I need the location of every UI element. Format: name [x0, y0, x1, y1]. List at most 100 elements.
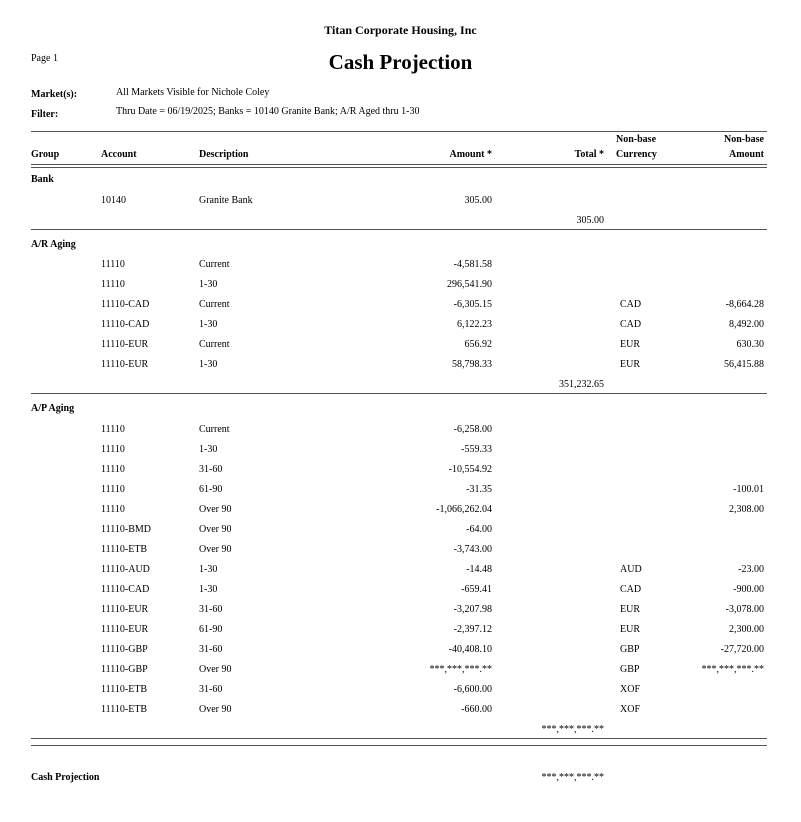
group-name: A/R Aging [31, 238, 76, 250]
nonbase-amount-cell: 8,492.00 [729, 319, 764, 330]
column-header-top: Non-base Non-base [0, 134, 801, 148]
currency-cell: EUR [620, 603, 640, 615]
account-cell: 11110 [101, 279, 125, 290]
group-total-row: ***,***,***.** [0, 724, 801, 738]
account-cell: 11110-EUR [101, 603, 149, 615]
nonbase-amount-cell: -8,664.28 [725, 299, 764, 310]
column-header: Group Account Description Amount * Total… [0, 149, 801, 163]
description-cell: Current [199, 299, 230, 310]
account-cell: 11110-ETB [101, 683, 148, 695]
nonbase-amount-cell: 2,308.00 [729, 503, 764, 515]
table-row: 11110-EUR 1-30 58,798.33 EUR 56,415.88 [0, 359, 801, 373]
account-cell: 11110-ETB [101, 703, 148, 715]
description-cell: Current [199, 423, 230, 435]
table-row: 11110-CAD 1-30 -659.41 CAD -900.00 [0, 584, 801, 598]
nonbase-amount-cell: 630.30 [736, 339, 765, 350]
nonbase-amount-cell: -27,720.00 [720, 643, 764, 655]
description-cell: Over 90 [199, 663, 232, 675]
description-cell: 1-30 [199, 319, 218, 330]
description-cell: Over 90 [199, 523, 232, 535]
account-cell: 11110-CAD [101, 583, 150, 595]
description-cell: Current [199, 259, 230, 270]
table-row: 11110 31-60 -10,554.92 [0, 464, 801, 478]
table-row: 11110-CAD Current -6,305.15 CAD -8,664.28 [0, 299, 801, 313]
amount-cell: -3,207.98 [453, 603, 492, 615]
table-row: 11110 Current -6,258.00 [0, 424, 801, 438]
description-cell: 31-60 [199, 683, 223, 695]
description-cell: 1-30 [199, 583, 218, 595]
table-row: 10140 Granite Bank 305.00 [0, 195, 801, 209]
nonbase-amount-cell: -3,078.00 [725, 603, 764, 615]
account-cell: 11110-CAD [101, 299, 150, 310]
group-total-row: 351,232.65 [0, 379, 801, 393]
table-row: 11110-EUR Current 656.92 EUR 630.30 [0, 339, 801, 353]
account-cell: 11110-EUR [101, 359, 149, 370]
group-total-row: 305.00 [0, 215, 801, 229]
table-row: 11110 61-90 -31.35 -100.01 [0, 484, 801, 498]
description-cell: 1-30 [199, 279, 218, 290]
description-cell: 31-60 [199, 603, 223, 615]
table-row: 11110 1-30 296,541.90 [0, 279, 801, 293]
currency-cell: XOF [620, 683, 641, 695]
col-nonbase: Amount [728, 149, 764, 160]
amount-cell: -31.35 [466, 483, 492, 495]
filter-label: Filter: [31, 109, 59, 120]
table-row: 11110-GBP 31-60 -40,408.10 GBP -27,720.00 [0, 644, 801, 658]
account-cell: 11110 [101, 423, 125, 435]
account-cell: 10140 [101, 194, 126, 206]
col-currency-top: Non-base [616, 134, 657, 145]
amount-cell: 305.00 [464, 194, 493, 206]
col-description: Description [199, 149, 249, 160]
account-cell: 11110-EUR [101, 339, 149, 350]
currency-cell: CAD [620, 583, 642, 595]
group-rule [31, 228, 767, 230]
table-row: 11110-CAD 1-30 6,122.23 CAD 8,492.00 [0, 319, 801, 333]
description-cell: Granite Bank [199, 194, 253, 206]
col-group: Group [31, 149, 60, 160]
account-cell: 11110 [101, 463, 125, 475]
description-cell: 1-30 [199, 563, 218, 575]
account-cell: 11110 [101, 503, 125, 515]
amount-cell: -6,600.00 [453, 683, 492, 695]
group-name: A/P Aging [31, 403, 75, 414]
amount-cell: -40,408.10 [448, 643, 492, 655]
amount-cell: -3,743.00 [453, 543, 492, 555]
description-cell: Over 90 [199, 543, 232, 555]
table-row: 11110-ETB Over 90 -660.00 XOF [0, 704, 801, 718]
amount-cell: -4,581.58 [453, 259, 492, 270]
group-total: 351,232.65 [559, 379, 604, 390]
currency-cell: EUR [620, 623, 640, 635]
group-header-row: A/P Aging [0, 403, 801, 417]
col-amount: Amount * [449, 149, 492, 160]
table-row: 11110-BMD Over 90 -64.00 [0, 524, 801, 538]
group-header-row: Bank [0, 174, 801, 188]
currency-cell: GBP [620, 643, 640, 655]
group-total: 305.00 [576, 214, 605, 226]
currency-cell: GBP [620, 663, 640, 675]
nonbase-amount-cell: ***,***,***.** [701, 663, 765, 675]
description-cell: 31-60 [199, 463, 223, 475]
account-cell: 11110-GBP [101, 643, 148, 655]
description-cell: 31-60 [199, 643, 223, 655]
amount-cell: -14.48 [466, 563, 492, 575]
currency-cell: XOF [620, 703, 641, 715]
grand-total-value: ***,***,***.** [541, 772, 605, 783]
account-cell: 11110-ETB [101, 543, 148, 555]
col-nonbase-top: Non-base [723, 134, 764, 145]
amount-cell: 296,541.90 [447, 279, 492, 290]
currency-cell: CAD [620, 299, 642, 310]
group-rule [31, 393, 767, 394]
markets-label: Market(s): [31, 89, 78, 100]
nonbase-amount-cell: -100.01 [733, 483, 764, 495]
table-row: 11110-EUR 31-60 -3,207.98 EUR -3,078.00 [0, 604, 801, 618]
table-row: 11110-ETB 31-60 -6,600.00 XOF [0, 684, 801, 698]
report-title: Cash Projection [328, 50, 473, 74]
table-row: 11110-ETB Over 90 -3,743.00 [0, 544, 801, 558]
amount-cell: -660.00 [461, 703, 492, 715]
group-name: Bank [31, 174, 54, 185]
table-row: 11110-AUD 1-30 -14.48 AUD -23.00 [0, 564, 801, 578]
col-account: Account [101, 149, 137, 160]
nonbase-amount-cell: -23.00 [738, 563, 764, 575]
description-cell: 61-90 [199, 623, 223, 635]
account-cell: 11110-BMD [101, 523, 151, 535]
